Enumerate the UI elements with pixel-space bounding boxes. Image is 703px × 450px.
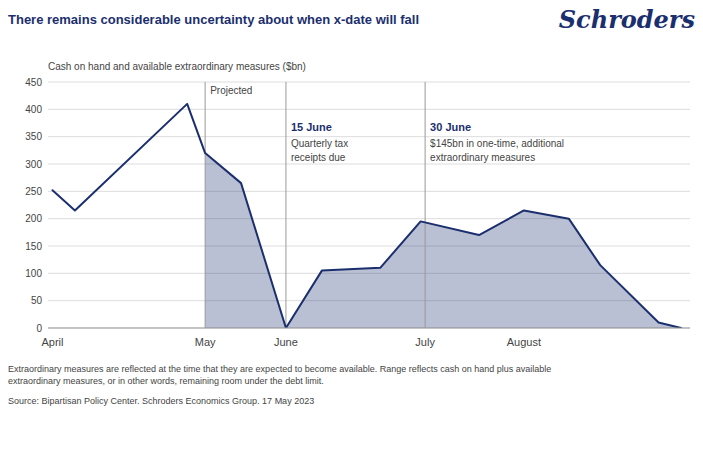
annotation-line xyxy=(285,82,286,328)
plot-area xyxy=(205,153,681,328)
projection-line xyxy=(205,82,206,328)
y-tick-label: 150 xyxy=(25,241,42,252)
text-line: extraordinary measures, or in other word… xyxy=(8,376,324,386)
annotation-title: 15 June xyxy=(291,121,332,133)
annotation-title: 30 June xyxy=(430,121,471,133)
y-axis-label: Cash on hand and available extraordinary… xyxy=(48,61,306,72)
grid-line xyxy=(48,218,690,219)
y-tick-label: 0 xyxy=(36,323,42,334)
annotation-line xyxy=(425,82,426,328)
grid-line xyxy=(48,164,690,165)
footnote: Extraordinary measures are reflected at … xyxy=(8,364,551,386)
y-tick-label: 400 xyxy=(25,104,42,115)
brand: Schroders xyxy=(559,5,696,34)
footnote: Source: Bipartisan Policy Center. Schrod… xyxy=(8,396,314,406)
x-axis-line xyxy=(48,328,690,329)
reference-lines xyxy=(205,82,425,328)
x-tick-label: August xyxy=(507,336,541,348)
text-line: Source: Bipartisan Policy Center. Schrod… xyxy=(8,396,314,406)
projection-label: Projected xyxy=(210,85,252,96)
grid-line xyxy=(48,191,690,192)
grid-line xyxy=(48,246,690,247)
grid-line xyxy=(48,82,690,83)
chart: There remains considerable uncertainty a… xyxy=(0,0,703,450)
x-tick-label: July xyxy=(415,336,435,348)
y-tick-label: 200 xyxy=(25,213,42,224)
grid-line xyxy=(48,109,690,110)
y-tick-label: 50 xyxy=(31,295,43,306)
y-tick-label: 350 xyxy=(25,131,42,142)
grid xyxy=(48,82,690,328)
text-line: $145bn in one-time, additional xyxy=(430,138,564,149)
projected-area xyxy=(205,153,681,328)
y-tick-label: 300 xyxy=(25,159,42,170)
title: There remains considerable uncertainty a… xyxy=(8,12,419,27)
y-tick-label: 450 xyxy=(25,77,42,88)
line-layer xyxy=(52,104,681,328)
y-tick-label: 100 xyxy=(25,268,42,279)
y-tick-label: 250 xyxy=(25,186,42,197)
x-tick-label: April xyxy=(41,336,63,348)
x-tick-label: June xyxy=(274,336,298,348)
grid-line xyxy=(48,328,690,329)
annotation-text: Quarterly tax receipts due xyxy=(291,138,348,163)
series-line xyxy=(52,104,681,328)
grid-line xyxy=(48,136,690,137)
text-line: receipts due xyxy=(291,152,346,163)
text-line: Quarterly tax xyxy=(291,138,348,149)
x-tick-label: May xyxy=(195,336,216,348)
text-line: extraordinary measures xyxy=(430,152,535,163)
annotation-text: $145bn in one-time, additional extraordin… xyxy=(430,138,564,163)
text-line: Extraordinary measures are reflected at … xyxy=(8,364,551,374)
